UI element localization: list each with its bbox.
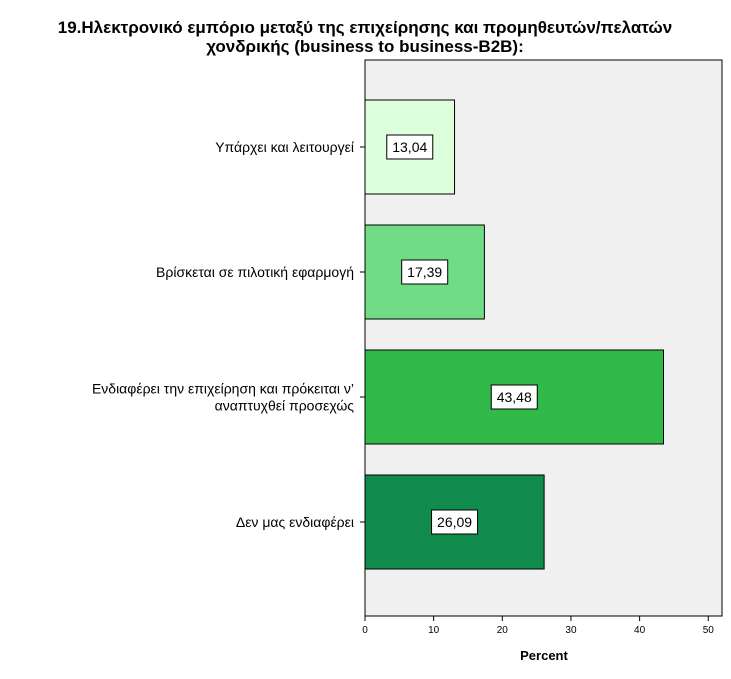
category-label-1: Υπάρχει και λειτουργεί xyxy=(215,139,354,155)
data-label-box-1 xyxy=(386,134,434,160)
x-tick-label-50: 50 xyxy=(703,625,715,636)
x-tick-label-0: 0 xyxy=(362,625,368,636)
bars-layer: 13,04 17,39 43,48 26,09 xyxy=(364,99,665,570)
chart-title-line-1: 19.Ηλεκτρονικό εμπόριο μεταξύ της επιχεί… xyxy=(58,18,672,37)
x-axis-label: Percent xyxy=(520,648,568,663)
data-label-1: 13,04 xyxy=(392,139,427,155)
category-label-3-line-1: Ενδιαφέρει την επιχείρηση και πρόκειται … xyxy=(92,381,354,397)
x-tick-label-30: 30 xyxy=(565,625,577,636)
category-labels-layer: Υπάρχει και λειτουργεί Βρίσκεται σε πιλοτ… xyxy=(92,139,365,530)
data-label-4: 26,09 xyxy=(437,514,472,530)
x-tick-label-20: 20 xyxy=(497,625,509,636)
category-label-2: Βρίσκεται σε πιλοτική εφαρμογή xyxy=(156,264,354,280)
x-axis-ticks-layer: 0 10 20 30 40 50 xyxy=(362,616,714,636)
data-label-box-2 xyxy=(401,259,449,285)
category-label-3-line-2: αναπτυχθεί προσεχώς xyxy=(215,398,355,414)
chart-title-line-2: χονδρικής (business to business-B2B): xyxy=(206,37,524,56)
category-label-4: Δεν μας ενδιαφέρει xyxy=(236,514,354,530)
x-tick-label-10: 10 xyxy=(428,625,440,636)
data-label-2: 17,39 xyxy=(407,264,442,280)
data-label-3: 43,48 xyxy=(497,389,532,405)
data-label-box-4 xyxy=(431,509,479,535)
x-tick-label-40: 40 xyxy=(634,625,646,636)
data-label-box-3 xyxy=(490,384,538,410)
